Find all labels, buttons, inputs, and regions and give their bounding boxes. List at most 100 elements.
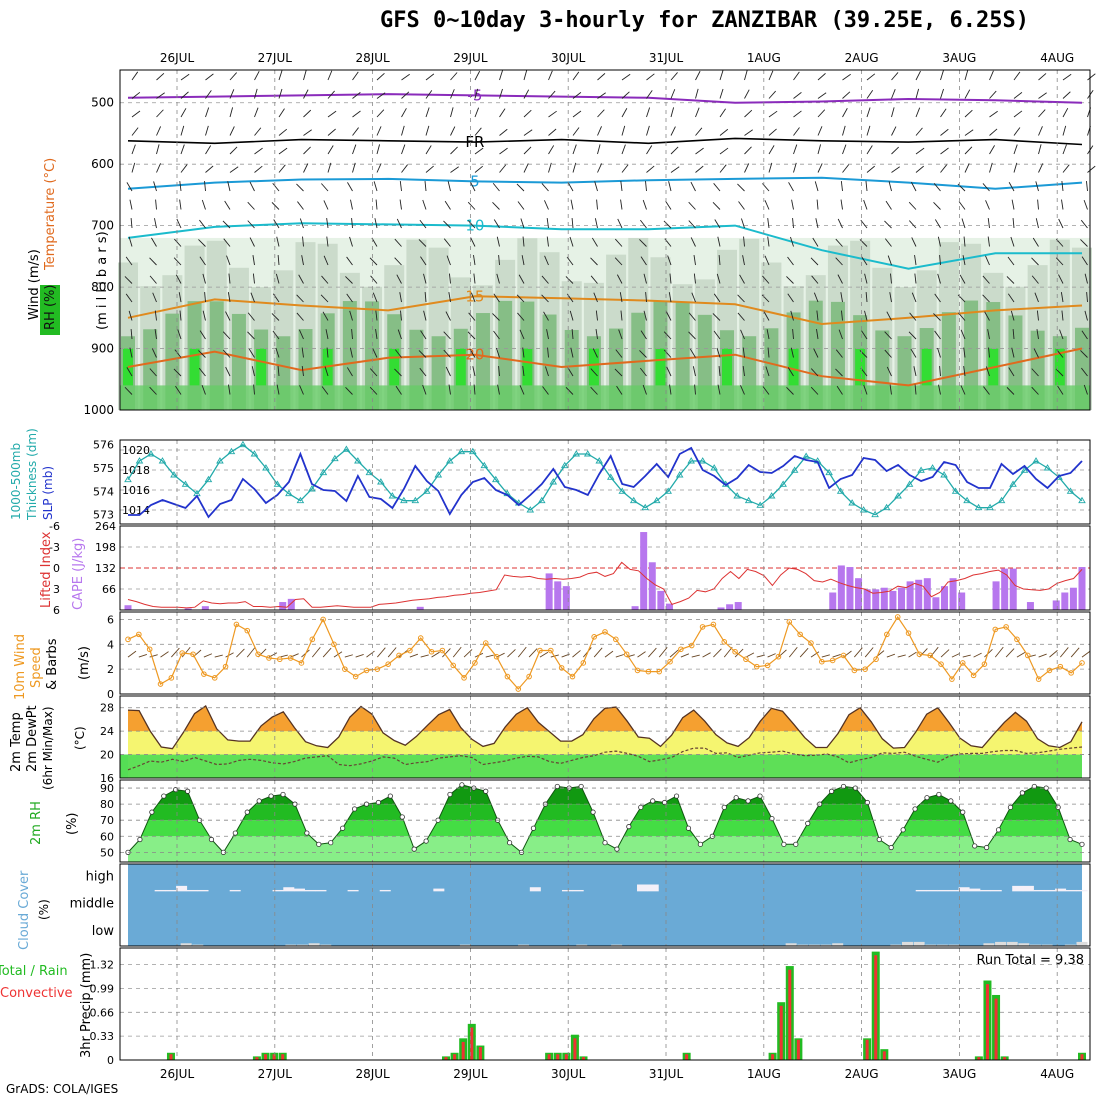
rh-point [268,793,274,799]
wind-speed-point [342,666,348,672]
wind-barb [322,311,329,321]
rh-point [685,825,692,831]
wind-speed-point [591,634,597,640]
wind-barb [1062,108,1069,118]
panel-frame [119,947,1091,1061]
date-label-top: 26JUL [160,51,195,65]
thickness-point [446,457,454,464]
wind-barb [467,201,476,210]
wind-barb [717,236,721,247]
wind-barb [496,236,500,247]
cape-bar [287,598,295,610]
cloud-bar-low [1041,944,1053,946]
rh-fill-bright [588,348,599,386]
wind-barb [814,181,819,192]
rh-point [650,798,656,804]
footer-credit: GrADS: COLA/IGES [6,1082,119,1096]
thickness-point [859,506,868,513]
wind-speed-point [157,681,164,687]
wind-barb [713,330,721,340]
precip-convective-bar [169,1054,173,1060]
wind-barb [859,239,868,247]
wind-barb [937,273,941,284]
wind-barb-10m [496,652,505,658]
wind-barb [621,144,626,155]
precip-convective-bar [478,1046,482,1060]
wind-barb [1034,292,1039,303]
wind-barb [149,257,157,266]
wind-barb [1061,199,1064,210]
wind-barb [543,311,549,321]
wind-barb [646,73,655,81]
wind-barb [939,254,941,266]
wind-barb [444,200,451,210]
rh-point [697,841,704,847]
wind-barb [303,146,311,155]
wind-barb [425,145,432,155]
panel-frame [119,69,1091,411]
wind-barb [741,218,745,229]
wind-barb [467,220,476,229]
wind-barb [695,107,700,118]
wind-barb [523,70,528,81]
wind-barb [205,107,210,118]
wind-barb [695,88,699,99]
wind-barb [669,384,672,395]
wind-barb [254,107,259,118]
wind-barb [1057,385,1064,395]
cape-bar [889,590,897,610]
wind-tick-label: 0 [107,688,114,701]
slp-tick-label: 1018 [122,464,150,477]
wind-barb [891,126,897,136]
wind-barb [396,218,402,229]
wind-barb [347,182,353,192]
wind-barb-10m [1016,651,1026,658]
precip-convective-bar [547,1054,551,1060]
rh-point [185,788,191,794]
wind-barb [149,386,157,395]
wind-barb [301,255,304,266]
wind-barb [253,384,255,395]
wind-barb [787,293,794,303]
wind-barb [620,199,623,210]
cape-bar [631,606,639,610]
wind-barb [915,107,921,118]
cape-bar [734,602,742,610]
date-label-bottom: 29JUL [453,1067,488,1081]
wind-barb [670,107,675,118]
rh-point [662,799,668,806]
wind-barb [276,236,280,247]
wind-barb [982,183,990,192]
wind-barb [443,238,451,247]
wind-barb [178,292,182,303]
wind-barb [422,199,427,210]
wind-barb [1013,110,1023,118]
wind-barb [692,366,696,377]
temp-tick-label: 20 [100,749,114,762]
wind-barb [793,71,800,81]
wind-barb [688,201,696,210]
rh-point [554,783,560,790]
thickness-point [262,464,270,471]
wind-barb [665,311,672,321]
wind-barb [247,331,255,340]
cloud-bar-high [229,889,241,892]
wind-barb [716,347,721,358]
wind-barb [447,181,451,192]
wind-barb [590,275,598,284]
wind-barb [1008,367,1015,377]
wind-barb [719,108,726,118]
rh-fill-bright [256,348,267,386]
wind-barb [229,107,234,118]
cloud-bar-high [1044,889,1056,892]
thickness-point [147,450,155,457]
precip-convective-bar [1080,1054,1084,1060]
wind-barb [1038,126,1043,136]
wind-barb [786,276,794,284]
wind-barb [204,291,206,303]
wind-barb [272,330,280,340]
wind-barb [249,237,255,247]
cape-bar [657,590,665,610]
thickness-point [572,450,581,457]
wind-barb [1061,310,1064,321]
